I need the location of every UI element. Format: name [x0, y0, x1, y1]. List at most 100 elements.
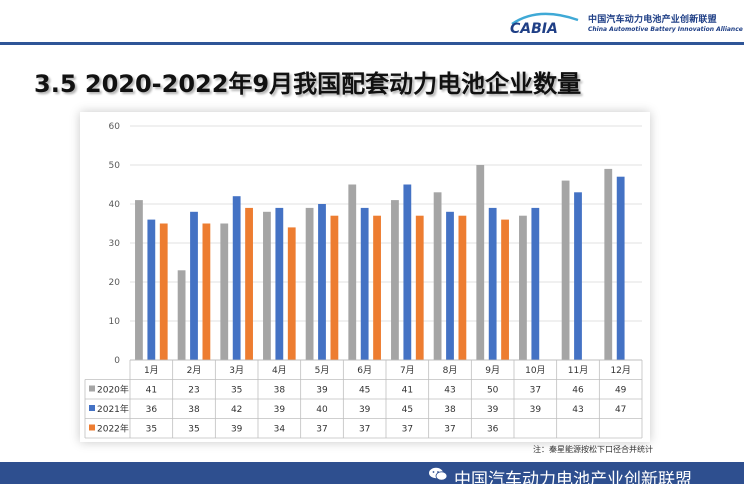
org-name-en: China Automotive Battery Innovation Alli… [588, 26, 743, 33]
bar [391, 200, 399, 360]
bar [232, 196, 241, 360]
x-tick-label: 5月 [315, 365, 330, 376]
bar [433, 192, 442, 360]
header-bar [0, 0, 744, 44]
y-tick-label: 30 [109, 239, 121, 249]
data-value: 45 [359, 386, 370, 396]
x-tick-label: 7月 [400, 365, 415, 376]
x-tick-label: 12月 [610, 365, 630, 376]
header-divider [0, 42, 744, 45]
org-name-cn: 中国汽车动力电池产业创新联盟 [588, 15, 717, 25]
footer-text: 中国汽车动力电池产业创新联盟 [454, 470, 692, 490]
y-tick-label: 50 [109, 161, 121, 171]
bar [287, 227, 296, 360]
x-tick-label: 4月 [272, 365, 287, 376]
bar-chart: 0 10 20 30 40 50 60 1月 2月 3月 4月 5月 6月 7月 8月 9月 10月 11月 12月… [84, 122, 643, 442]
data-value: 39 [316, 386, 328, 396]
bar [245, 207, 253, 360]
org-name: 中国汽车动力电池产业创新联盟 China Automotive Battery … [588, 15, 743, 35]
data-value: 36 [146, 405, 158, 415]
legend-label: 2022年 [403, 441, 435, 442]
x-tick-label: 1月 [144, 365, 159, 376]
bar [519, 215, 527, 360]
table-legend-key [89, 385, 95, 392]
data-value: 38 [274, 386, 286, 396]
data-value: 49 [615, 386, 627, 396]
data-value: 34 [274, 425, 286, 435]
x-tick-label: 11月 [568, 365, 588, 376]
bar [415, 215, 424, 360]
data-value: 39 [274, 405, 286, 415]
x-tick-label: 2月 [187, 365, 202, 376]
data-value: 40 [316, 405, 328, 415]
cabia-logo: CABIA [510, 12, 579, 36]
bar [318, 204, 326, 360]
bar [476, 165, 485, 360]
footnote: 注：秦星能源按松下口径合并统计 [533, 445, 653, 454]
bar [360, 207, 369, 360]
bar [177, 270, 186, 360]
logo-word: CABIA [510, 21, 558, 36]
bar [604, 168, 613, 360]
bar [458, 215, 467, 360]
y-tick-label: 60 [109, 122, 121, 132]
x-tick-label: 8月 [443, 365, 458, 376]
bar [574, 192, 582, 360]
data-value: 39 [231, 425, 243, 435]
x-tick-label: 6月 [357, 365, 372, 376]
data-value: 37 [316, 425, 327, 435]
x-tick-label: 10月 [525, 365, 545, 376]
y-tick-label: 20 [109, 278, 121, 288]
y-tick-label: 10 [109, 317, 121, 327]
data-value: 35 [188, 425, 199, 435]
y-tick-label: 40 [109, 200, 121, 210]
x-tick-label: 3月 [229, 365, 244, 376]
bar [501, 219, 509, 360]
bar [305, 207, 314, 360]
bar [561, 180, 570, 360]
bar [330, 215, 339, 360]
table-series-label: 2022年 [97, 423, 129, 435]
legend-label: 2020年 [299, 441, 331, 442]
data-value: 50 [487, 386, 499, 396]
bar [373, 215, 381, 360]
bar [220, 223, 229, 360]
bar [190, 211, 198, 360]
y-tick-label: 0 [114, 356, 120, 366]
data-value: 46 [572, 386, 584, 396]
data-value: 37 [444, 425, 455, 435]
table-series-label: 2020年 [97, 384, 129, 396]
bar [263, 211, 271, 360]
footer-bar [0, 462, 744, 484]
wechat-icon [429, 467, 448, 481]
data-value: 35 [146, 425, 157, 435]
bar [616, 176, 625, 360]
data-value: 37 [359, 425, 370, 435]
data-value: 37 [402, 425, 413, 435]
bar [135, 200, 143, 360]
data-value: 43 [572, 405, 583, 415]
data-value: 39 [487, 405, 499, 415]
x-tick-label: 9月 [485, 365, 500, 376]
data-value: 41 [402, 386, 413, 396]
data-value: 36 [487, 425, 499, 435]
table-legend-key [89, 405, 95, 411]
chart-panel: 0 10 20 30 40 50 60 1月 2月 3月 4月 5月 6月 7月 8月 9月 10月 11月 12月… [80, 112, 650, 442]
data-value: 38 [444, 405, 456, 415]
data-value: 41 [146, 386, 157, 396]
data-value: 43 [444, 386, 455, 396]
bar [275, 207, 284, 360]
data-value: 47 [615, 405, 626, 415]
data-value: 35 [231, 386, 242, 396]
data-value: 38 [188, 405, 200, 415]
legend-label: 2021年 [351, 441, 383, 442]
bar [403, 184, 412, 360]
data-value: 23 [188, 386, 199, 396]
page-title: 3.5 2020-2022年9月我国配套动力电池企业数量 [34, 70, 582, 98]
data-value: 45 [402, 405, 413, 415]
bar [488, 207, 497, 360]
data-value: 39 [359, 405, 371, 415]
data-value: 39 [530, 405, 542, 415]
bar [348, 184, 357, 360]
table-legend-key [89, 424, 95, 431]
